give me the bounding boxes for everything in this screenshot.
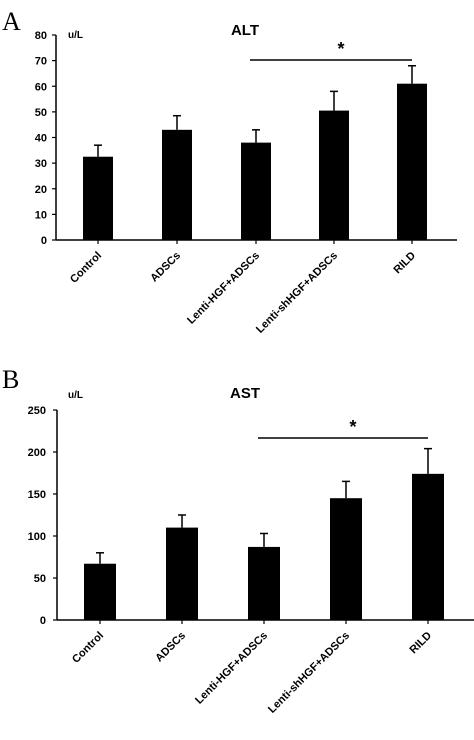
y-tick-label: 80 xyxy=(35,30,47,42)
y-tick-label: 40 xyxy=(35,133,47,145)
y-tick-label: 50 xyxy=(34,573,46,585)
bar xyxy=(412,473,444,620)
y-tick-label: 0 xyxy=(40,615,46,627)
bar xyxy=(166,527,198,620)
bar xyxy=(162,129,192,240)
y-tick-label: 70 xyxy=(35,56,47,68)
y-tick-label: 60 xyxy=(35,81,47,93)
x-tick-label: RILD xyxy=(407,630,434,657)
y-tick-label: 100 xyxy=(28,531,46,543)
bar xyxy=(330,498,362,620)
bar xyxy=(84,563,116,620)
x-tick-label: Lenti-shHGF+ADSCs xyxy=(254,250,340,336)
x-tick-label: Lenti-shHGF+ADSCs xyxy=(266,630,352,716)
chart-title: AST xyxy=(230,385,260,402)
x-tick-label: ADSCs xyxy=(153,630,188,665)
chart-title: ALT xyxy=(231,22,259,39)
y-tick-label: 150 xyxy=(28,489,46,501)
y-axis-unit: u/L xyxy=(68,30,83,41)
x-tick-label: Control xyxy=(70,630,106,666)
y-tick-label: 200 xyxy=(28,447,46,459)
y-tick-label: 20 xyxy=(35,184,47,196)
bar xyxy=(397,83,427,240)
significance-marker: * xyxy=(337,39,344,59)
x-tick-label: ADSCs xyxy=(148,250,183,285)
x-tick-label: Control xyxy=(68,250,104,286)
bar xyxy=(319,110,349,240)
y-tick-label: 50 xyxy=(35,107,47,119)
bar xyxy=(248,546,280,620)
bar xyxy=(83,156,113,240)
x-tick-label: Lenti-HGF+ADSCs xyxy=(193,630,270,707)
significance-marker: * xyxy=(349,417,356,437)
x-tick-label: Lenti-HGF+ADSCs xyxy=(185,250,262,327)
x-tick-label: RILD xyxy=(391,250,418,277)
y-tick-label: 0 xyxy=(41,235,47,247)
y-tick-label: 30 xyxy=(35,158,47,170)
y-tick-label: 10 xyxy=(35,209,47,221)
y-axis-unit: u/L xyxy=(68,390,83,401)
y-tick-label: 250 xyxy=(28,405,46,417)
panel-label: A xyxy=(2,7,21,36)
bar xyxy=(241,142,271,240)
panel-label: B xyxy=(2,365,19,394)
